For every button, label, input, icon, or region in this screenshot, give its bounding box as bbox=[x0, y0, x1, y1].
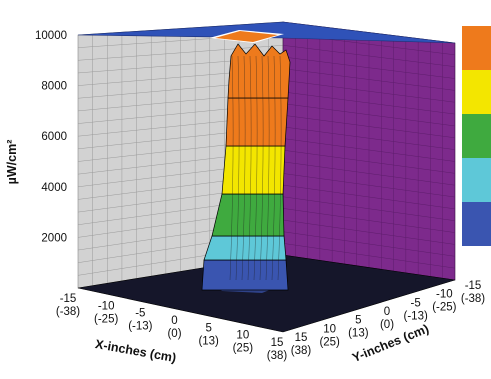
x-tick-label: 15 bbox=[271, 337, 284, 349]
x-tick-label: 5 bbox=[205, 322, 211, 334]
surface-band-0 bbox=[201, 259, 289, 291]
right-wall-gridline bbox=[282, 45, 456, 67]
x-tick-label: 0 bbox=[171, 315, 177, 327]
z-tick-label: 6000 bbox=[41, 131, 67, 143]
z-tick-label: 4000 bbox=[41, 182, 67, 194]
x-tick-label: -5 bbox=[135, 308, 145, 320]
color-legend bbox=[462, 26, 491, 246]
y-tick-label: 10 bbox=[323, 323, 336, 335]
y-tick-label-cm: (0) bbox=[380, 319, 394, 331]
right-wall-gridline bbox=[282, 161, 456, 186]
y-tick-label: -5 bbox=[411, 297, 421, 309]
contour-line bbox=[265, 55, 270, 281]
y-tick-label-cm: (13) bbox=[348, 328, 369, 340]
x-tick-label-cm: (0) bbox=[167, 328, 181, 340]
surface-band-1 bbox=[203, 235, 287, 261]
right-wall-gridline bbox=[282, 184, 456, 210]
legend-swatch-2 bbox=[462, 114, 491, 158]
peak-spot bbox=[215, 31, 278, 42]
y-tick-label: 5 bbox=[355, 315, 361, 327]
right-wall-gridline bbox=[282, 196, 456, 221]
y-tick-label: -10 bbox=[436, 289, 453, 301]
x-tick-label-cm: (13) bbox=[198, 335, 219, 347]
right-wall-gridline bbox=[282, 219, 456, 245]
contour-line bbox=[253, 55, 258, 281]
legend-swatch-1 bbox=[462, 158, 491, 202]
chart-floor bbox=[77, 43, 456, 333]
z-tick-label: 10000 bbox=[35, 30, 67, 42]
y-tick-label-cm: (25) bbox=[319, 336, 340, 348]
legend-swatch-3 bbox=[462, 70, 491, 114]
x-tick-label-cm: (38) bbox=[267, 350, 288, 362]
contour-line bbox=[259, 55, 264, 281]
contour-line bbox=[241, 55, 246, 281]
right-wall-gridline bbox=[282, 91, 456, 115]
x-axis-title: X-inches (cm) bbox=[94, 337, 177, 365]
right-wall-gridline bbox=[282, 208, 456, 233]
y-tick-label: 15 bbox=[295, 332, 308, 344]
x-tick-label-cm: (25) bbox=[233, 343, 254, 355]
z-tick-label: 8000 bbox=[41, 81, 67, 93]
right-wall-gridline bbox=[282, 103, 456, 127]
y-tick-label: 0 bbox=[384, 306, 390, 318]
x-tick-label-cm: (-38) bbox=[56, 306, 80, 318]
y-tick-label-cm: (-38) bbox=[461, 293, 485, 305]
right-wall-gridline bbox=[282, 231, 456, 257]
z-axis-title: µW/cm² bbox=[5, 140, 19, 185]
intensity-surface bbox=[201, 43, 291, 291]
x-tick-label-cm: (-13) bbox=[128, 321, 152, 333]
y-tick-label: -15 bbox=[465, 280, 482, 292]
right-wall-gridline bbox=[282, 114, 456, 139]
surface-band-3 bbox=[221, 145, 286, 195]
right-wall-gridline bbox=[282, 56, 456, 79]
x-tick-label-cm: (-25) bbox=[94, 313, 118, 325]
y-tick-label-cm: (-25) bbox=[432, 302, 456, 314]
legend-swatch-4 bbox=[462, 26, 491, 70]
right-wall-gridline bbox=[282, 149, 456, 174]
right-wall-gridline bbox=[282, 138, 456, 162]
x-tick-label: -15 bbox=[60, 293, 77, 305]
contour-line bbox=[277, 55, 282, 281]
contour-line bbox=[229, 55, 234, 281]
right-wall-gridline bbox=[282, 173, 456, 198]
right-wall-gridline bbox=[282, 80, 456, 103]
right-wall-gridline bbox=[282, 68, 456, 91]
surface-band-2 bbox=[211, 193, 285, 237]
contour-line bbox=[235, 55, 240, 281]
right-wall-gridline bbox=[282, 243, 456, 269]
legend-swatch-0 bbox=[462, 202, 491, 246]
x-tick-label: 10 bbox=[236, 330, 249, 342]
contour-line bbox=[247, 55, 252, 281]
z-tick-label: 2000 bbox=[41, 232, 67, 244]
contour-line bbox=[271, 55, 276, 281]
left-wall-gridline bbox=[77, 45, 284, 61]
y-tick-label-cm: (-13) bbox=[404, 310, 428, 322]
x-tick-label: -10 bbox=[98, 300, 115, 312]
y-tick-label-cm: (38) bbox=[291, 345, 312, 357]
right-wall-gridline bbox=[282, 126, 456, 150]
